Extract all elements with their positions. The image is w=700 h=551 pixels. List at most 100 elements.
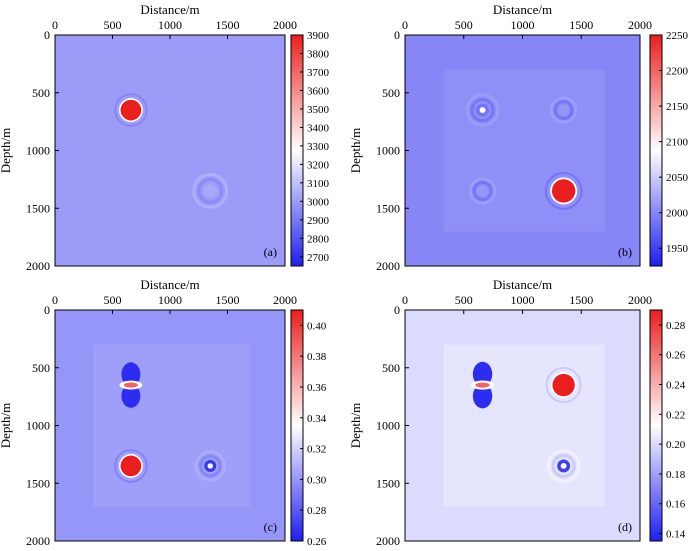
colorbar-tick-label: 0.26 bbox=[307, 536, 327, 548]
anomaly-2 bbox=[465, 93, 500, 127]
heatmap-area bbox=[55, 35, 285, 266]
y-tick-label: 500 bbox=[32, 86, 50, 100]
anomaly-2 bbox=[119, 362, 143, 408]
colorbar-tick-label: 2700 bbox=[307, 252, 330, 264]
y-tick-label: 1500 bbox=[376, 476, 400, 490]
y-axis-label: Depth/m bbox=[348, 128, 363, 174]
anomaly-1 bbox=[114, 93, 148, 127]
colorbar-tick-label: 3000 bbox=[307, 196, 330, 208]
x-tick-label: 2000 bbox=[273, 293, 297, 307]
colorbar-tick-label: 3800 bbox=[307, 48, 330, 60]
colorbar-tick-label: 0.32 bbox=[307, 444, 326, 456]
panel-label: (b) bbox=[618, 245, 632, 259]
anomaly-3 bbox=[194, 450, 226, 482]
y-tick-label: 1500 bbox=[376, 201, 400, 215]
x-tick-label: 0 bbox=[402, 18, 408, 32]
x-tick-label: 500 bbox=[104, 18, 122, 32]
colorbar-tick-label: 0.28 bbox=[307, 505, 327, 517]
x-tick-label: 500 bbox=[455, 293, 473, 307]
anomaly-4 bbox=[468, 177, 497, 205]
colorbar-tick-label: 3700 bbox=[307, 67, 330, 79]
y-axis-label: Depth/m bbox=[0, 128, 13, 174]
x-tick-label: 1000 bbox=[158, 18, 182, 32]
colorbar-tick-label: 3900 bbox=[307, 30, 330, 42]
colorbar-tick-label: 2050 bbox=[666, 172, 689, 184]
colorbar-tick-label: 3200 bbox=[307, 159, 330, 171]
x-tick-label: 1500 bbox=[569, 293, 593, 307]
y-tick-label: 2000 bbox=[376, 259, 400, 273]
colorbar-gradient bbox=[290, 34, 304, 267]
y-axis-label: Depth/m bbox=[0, 403, 13, 449]
colorbar-tick-label: 2100 bbox=[666, 137, 689, 149]
x-tick-label: 0 bbox=[52, 293, 58, 307]
y-tick-label: 1000 bbox=[376, 144, 400, 158]
colorbar-tick-label: 0.18 bbox=[666, 469, 686, 481]
anomaly-2 bbox=[470, 361, 495, 409]
y-tick-label: 1000 bbox=[26, 419, 50, 433]
colorbar-gradient bbox=[290, 309, 304, 542]
panel-label: (a) bbox=[264, 245, 277, 259]
heatmap-area bbox=[405, 310, 640, 541]
colorbar-tick-label: 2900 bbox=[307, 215, 330, 227]
colorbar-tick-label: 0.24 bbox=[666, 380, 686, 392]
colorbar-gradient bbox=[649, 309, 663, 542]
y-tick-label: 500 bbox=[382, 86, 400, 100]
y-tick-label: 500 bbox=[382, 361, 400, 375]
colorbar-tick-label: 1950 bbox=[666, 243, 689, 255]
x-tick-label: 1000 bbox=[511, 18, 535, 32]
x-tick-label: 2000 bbox=[628, 293, 652, 307]
y-tick-label: 1000 bbox=[26, 144, 50, 158]
y-tick-label: 0 bbox=[44, 28, 50, 42]
update-region bbox=[92, 344, 251, 507]
colorbar-tick-label: 0.34 bbox=[307, 413, 327, 425]
colorbar-tick-label: 2250 bbox=[666, 30, 689, 42]
panel-4: 0 500 1000 1500 2000 Distance/m 0 500 1000 1500 20… bbox=[348, 277, 686, 548]
heatmap-area bbox=[405, 35, 640, 266]
colorbar: 0.26 0.28 0.30 0.32 0.34 0.36 0.38 0.40 bbox=[290, 309, 327, 548]
colorbar-tick-label: 3600 bbox=[307, 85, 330, 97]
heatmap-background bbox=[55, 35, 285, 266]
x-tick-label: 1500 bbox=[216, 293, 240, 307]
x-tick-label: 0 bbox=[402, 293, 408, 307]
colorbar: 2700 2800 2900 3000 3100 3200 3300 3400 3500 3600… bbox=[290, 30, 330, 267]
colorbar-tick-label: 0.26 bbox=[666, 350, 686, 362]
x-axis-label: Distance/m bbox=[493, 2, 552, 17]
x-tick-label: 1500 bbox=[569, 18, 593, 32]
panel-label: (d) bbox=[618, 520, 632, 534]
colorbar-tick-label: 3100 bbox=[307, 178, 330, 190]
update-region bbox=[443, 344, 605, 507]
x-tick-label: 500 bbox=[455, 18, 473, 32]
colorbar-tick-label: 0.28 bbox=[666, 320, 686, 332]
colorbar-tick-label: 2150 bbox=[666, 101, 689, 113]
y-tick-label: 1500 bbox=[26, 476, 50, 490]
x-tick-label: 2000 bbox=[628, 18, 652, 32]
anomaly-1 bbox=[544, 172, 583, 210]
update-region bbox=[443, 69, 605, 232]
x-tick-label: 1500 bbox=[216, 18, 240, 32]
colorbar-tick-label: 0.36 bbox=[307, 382, 327, 394]
x-axis-label: Distance/m bbox=[140, 277, 199, 292]
colorbar-tick-label: 0.22 bbox=[666, 409, 685, 421]
colorbar: 1950 2000 2050 2100 2150 2200 2250 bbox=[649, 30, 689, 267]
colorbar-tick-label: 0.40 bbox=[307, 320, 327, 332]
y-tick-label: 2000 bbox=[376, 534, 400, 548]
x-axis-label: Distance/m bbox=[140, 2, 199, 17]
colorbar-tick-label: 0.14 bbox=[666, 529, 686, 541]
panel-1: 0 500 1000 1500 2000 Distance/m 0 500 1000 1500 20… bbox=[0, 2, 330, 273]
y-tick-label: 2000 bbox=[26, 534, 50, 548]
colorbar: 0.14 0.16 0.18 0.20 0.22 0.24 0.26 0.28 bbox=[649, 309, 686, 542]
y-tick-label: 0 bbox=[394, 28, 400, 42]
y-tick-label: 500 bbox=[32, 361, 50, 375]
colorbar-tick-label: 2000 bbox=[666, 208, 689, 220]
x-axis-label: Distance/m bbox=[493, 277, 552, 292]
anomaly-3 bbox=[546, 449, 581, 483]
y-tick-label: 1500 bbox=[26, 201, 50, 215]
y-tick-label: 2000 bbox=[26, 259, 50, 273]
colorbar-tick-label: 0.30 bbox=[307, 474, 327, 486]
anomaly-2 bbox=[192, 172, 229, 209]
anomaly-3 bbox=[549, 96, 578, 124]
y-tick-label: 0 bbox=[394, 303, 400, 317]
colorbar-tick-label: 3300 bbox=[307, 141, 330, 153]
panel-label: (c) bbox=[264, 520, 277, 534]
